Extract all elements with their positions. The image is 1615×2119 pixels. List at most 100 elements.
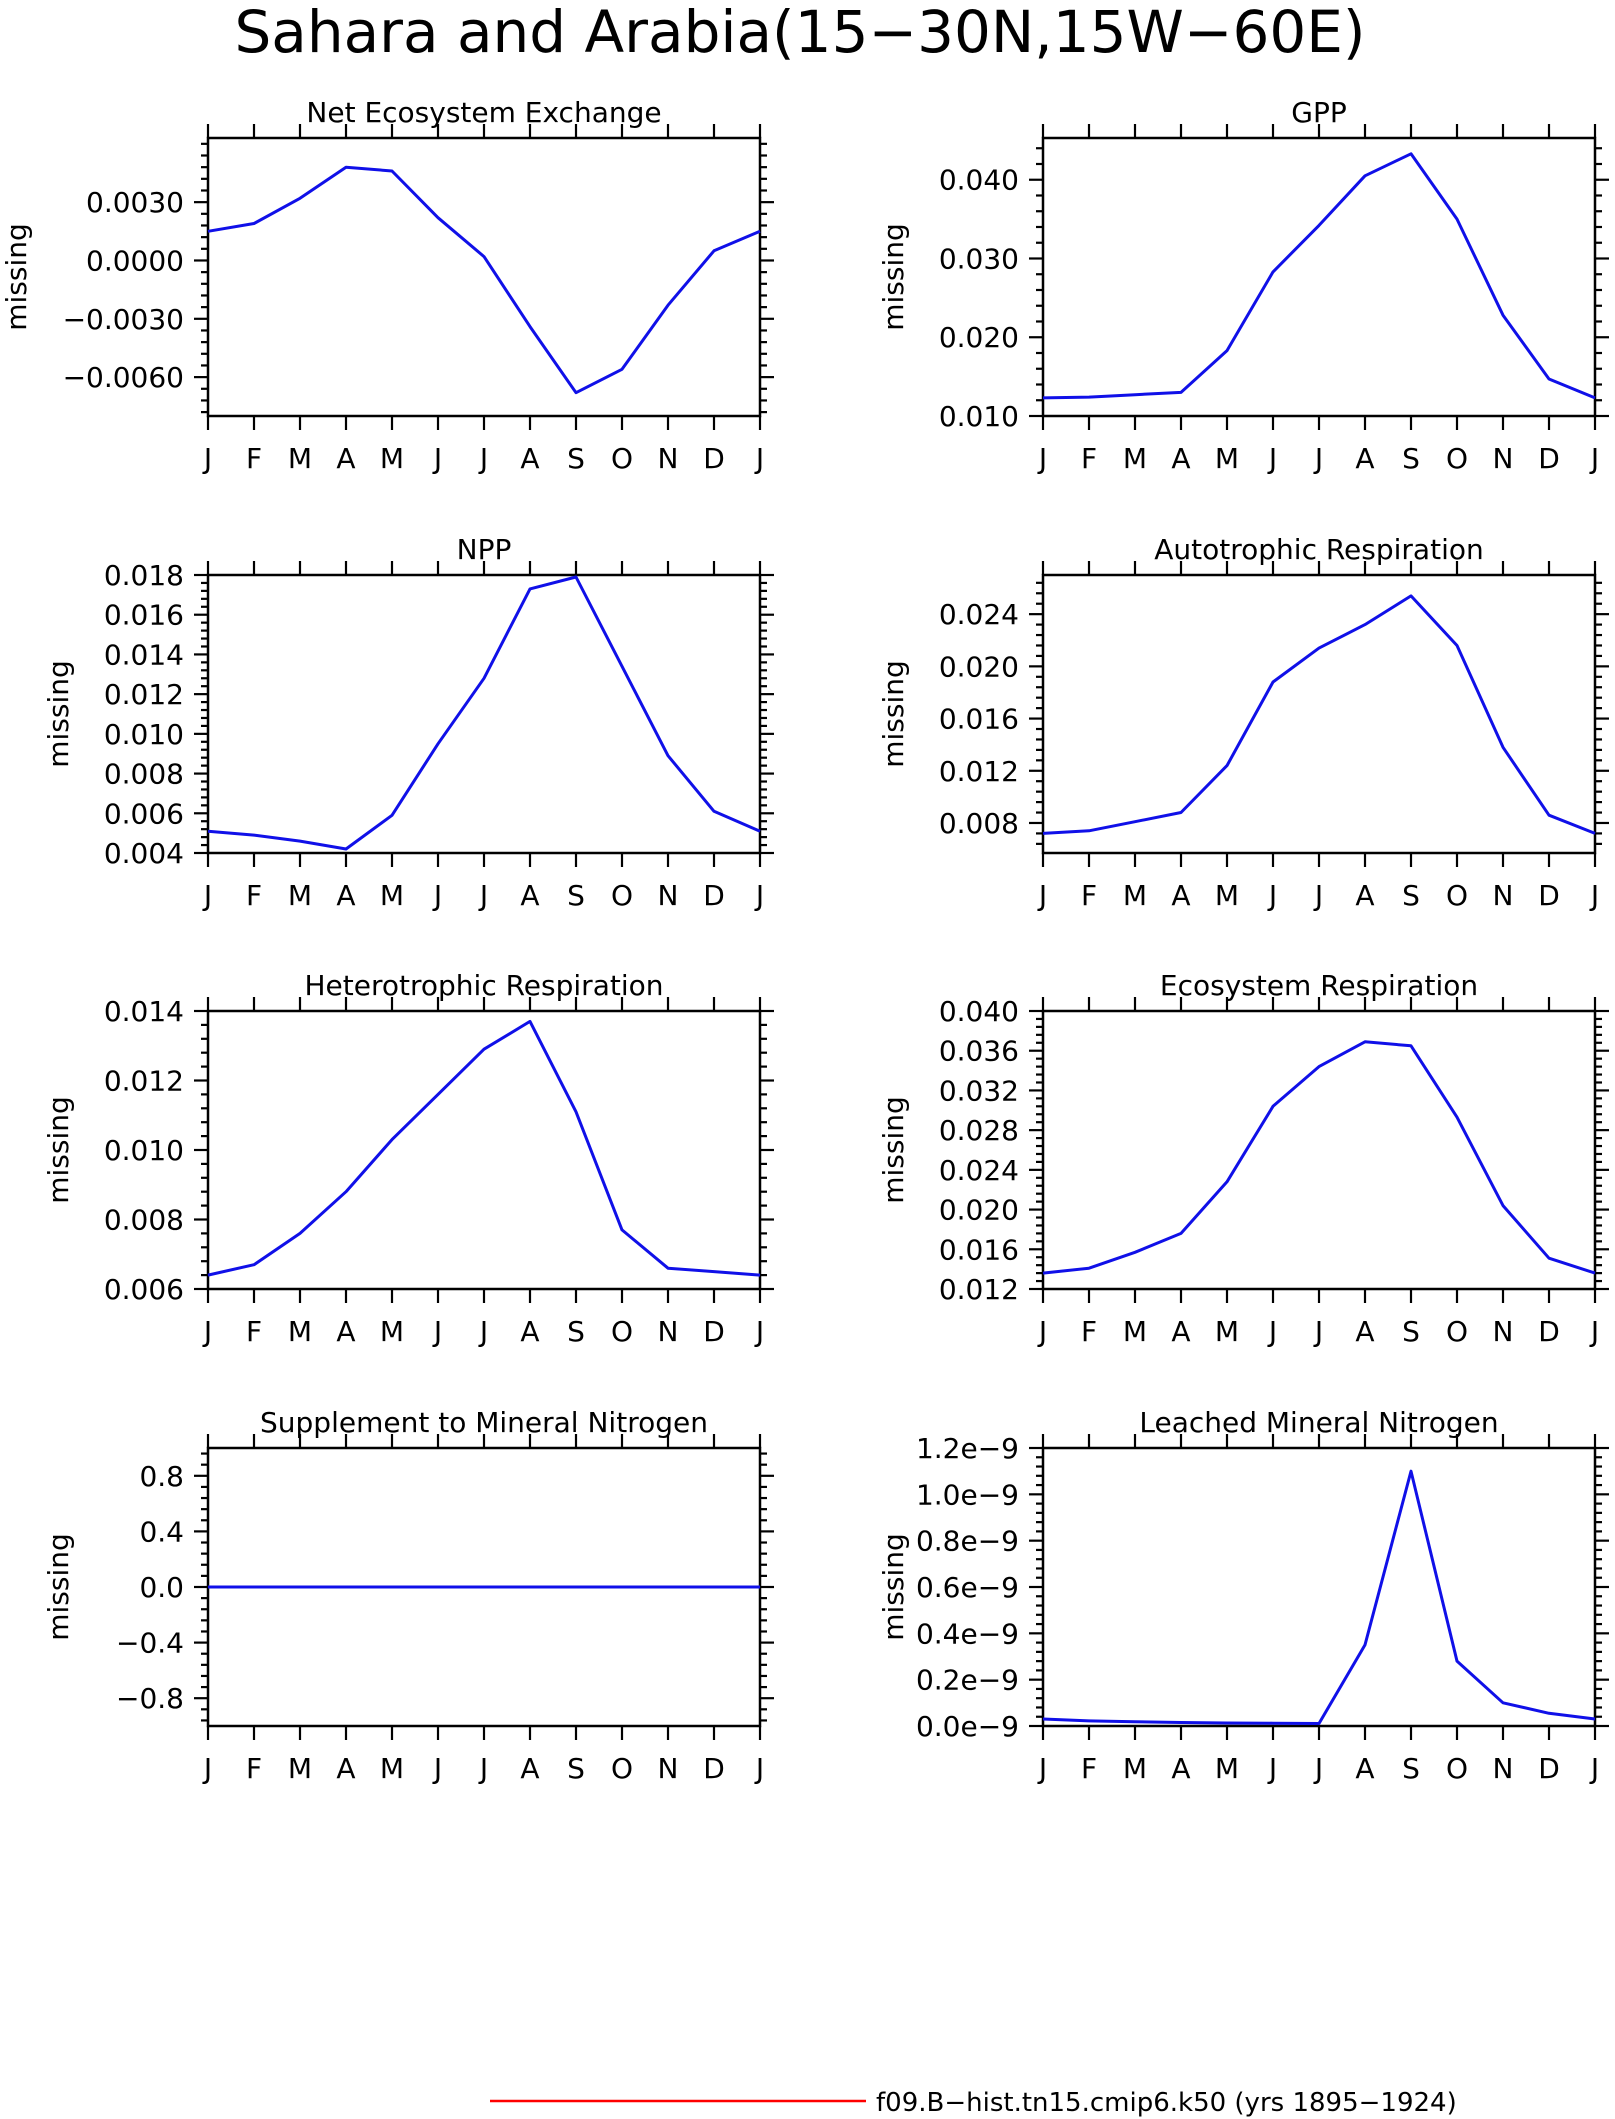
plot-frame: [206, 1009, 762, 1291]
x-tick-label: F: [246, 1315, 262, 1348]
x-tick-label: A: [1355, 879, 1374, 912]
x-tick-label: J: [432, 442, 442, 475]
y-axis-label: missing: [42, 1096, 75, 1204]
x-tick-label: O: [1446, 879, 1468, 912]
x-tick-label: N: [658, 879, 679, 912]
panel-title: Autotrophic Respiration: [1154, 533, 1483, 566]
series-line: [207, 165, 761, 395]
panel-title: GPP: [1291, 96, 1346, 129]
y-axis-label: missing: [0, 223, 33, 331]
y-tick-label: 0.008: [939, 807, 1019, 840]
y-tick-label: 0.016: [104, 599, 184, 632]
x-tick-label: D: [703, 1315, 725, 1348]
x-tick-label: A: [520, 879, 539, 912]
y-tick-label: 0.032: [939, 1074, 1019, 1107]
y-tick-label: 0.006: [104, 797, 184, 830]
x-tick-label: J: [478, 1752, 488, 1785]
x-tick-label: A: [1355, 1315, 1374, 1348]
x-tick-label: J: [478, 879, 488, 912]
x-tick-label: N: [1493, 879, 1514, 912]
x-tick-label: A: [520, 1315, 539, 1348]
y-tick-label: 0.020: [939, 1194, 1019, 1227]
x-tick-label: J: [1313, 879, 1323, 912]
x-tick-label: N: [658, 1752, 679, 1785]
y-tick-label: 0.020: [939, 650, 1019, 683]
y-tick-label: 0.8: [139, 1460, 184, 1493]
x-tick-label: J: [1589, 1752, 1599, 1785]
y-axis-label: missing: [877, 660, 910, 768]
x-tick-label: A: [336, 879, 355, 912]
x-tick-label: J: [478, 442, 488, 475]
x-tick-label: D: [703, 442, 725, 475]
x-tick-label: M: [1123, 442, 1147, 475]
y-tick-label: 0.030: [939, 242, 1019, 275]
x-tick-label: J: [1037, 879, 1047, 912]
x-tick-label: J: [1267, 1752, 1277, 1785]
y-axis-label: missing: [877, 1096, 910, 1204]
x-tick-label: N: [1493, 442, 1514, 475]
y-tick-label: 0.2e−9: [916, 1664, 1019, 1697]
x-tick-label: A: [336, 1752, 355, 1785]
y-tick-label: 0.010: [104, 1134, 184, 1167]
plot-frame: [1041, 1009, 1597, 1291]
x-tick-label: N: [1493, 1752, 1514, 1785]
y-tick-label: 0.010: [104, 718, 184, 751]
y-tick-label: 0.036: [939, 1035, 1019, 1068]
x-tick-label: S: [1402, 879, 1420, 912]
y-tick-label: 0.016: [939, 1233, 1019, 1266]
y-tick-label: 0.0030: [86, 186, 184, 219]
x-tick-label: M: [380, 442, 404, 475]
y-axis-label: missing: [42, 1533, 75, 1641]
x-tick-label: F: [1081, 879, 1097, 912]
y-axis-label: missing: [42, 660, 75, 768]
x-tick-label: D: [1538, 879, 1560, 912]
x-tick-label: A: [520, 442, 539, 475]
panel-title: Leached Mineral Nitrogen: [1139, 1406, 1498, 1439]
y-tick-label: −0.0030: [63, 303, 184, 336]
y-tick-label: 0.4e−9: [916, 1617, 1019, 1650]
x-tick-label: M: [1215, 879, 1239, 912]
y-tick-label: 0.018: [104, 559, 184, 592]
y-tick-label: 0.0: [139, 1571, 184, 1604]
x-tick-label: J: [1037, 1315, 1047, 1348]
x-tick-label: J: [202, 1752, 212, 1785]
x-tick-label: J: [432, 1315, 442, 1348]
y-axis-label: missing: [877, 1533, 910, 1641]
x-tick-label: F: [1081, 1315, 1097, 1348]
x-tick-label: N: [658, 1315, 679, 1348]
plot-frame: [1041, 1446, 1597, 1728]
x-tick-label: M: [288, 1315, 312, 1348]
x-tick-label: J: [432, 1752, 442, 1785]
y-tick-label: 0.004: [104, 837, 184, 870]
panel-0: Net Ecosystem Exchange −0.0060 −0.0030 0.00…: [0, 96, 774, 475]
y-tick-label: 0.024: [939, 598, 1019, 631]
x-tick-label: A: [1355, 442, 1374, 475]
x-tick-label: D: [1538, 442, 1560, 475]
x-tick-label: J: [1037, 442, 1047, 475]
series-line: [1042, 1040, 1596, 1275]
plot-frame: [1041, 136, 1597, 418]
x-tick-label: M: [1123, 1315, 1147, 1348]
y-tick-label: −0.8: [116, 1682, 184, 1715]
x-tick-label: D: [703, 1752, 725, 1785]
x-tick-label: O: [611, 879, 633, 912]
y-tick-label: 0.016: [939, 703, 1019, 736]
x-tick-label: O: [1446, 442, 1468, 475]
x-tick-label: J: [754, 879, 764, 912]
panel-title: Ecosystem Respiration: [1160, 969, 1478, 1002]
x-tick-label: D: [1538, 1752, 1560, 1785]
x-tick-label: A: [520, 1752, 539, 1785]
x-tick-label: A: [1171, 879, 1190, 912]
x-tick-label: O: [611, 1752, 633, 1785]
x-tick-label: J: [202, 879, 212, 912]
y-tick-label: −0.4: [116, 1627, 184, 1660]
y-tick-label: 0.0e−9: [916, 1710, 1019, 1743]
x-tick-label: O: [1446, 1752, 1468, 1785]
y-tick-label: 0.010: [939, 400, 1019, 433]
x-tick-label: M: [380, 1315, 404, 1348]
x-tick-label: A: [1171, 1752, 1190, 1785]
x-tick-label: J: [202, 442, 212, 475]
x-tick-label: F: [1081, 1752, 1097, 1785]
